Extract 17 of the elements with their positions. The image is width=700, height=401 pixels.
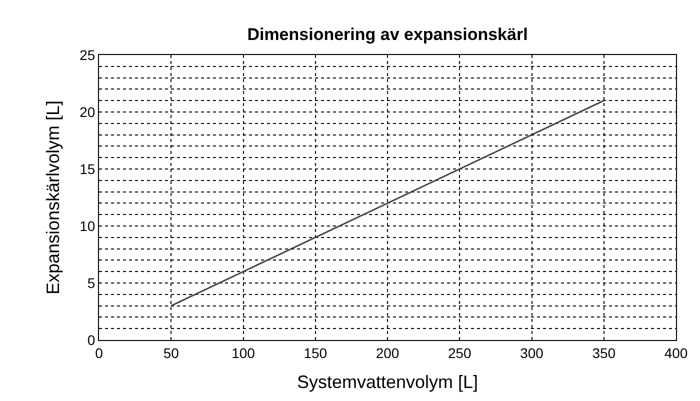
x-tick-label: 100	[232, 344, 256, 361]
x-tick-label: 350	[592, 344, 616, 361]
x-tick-label: 250	[448, 344, 472, 361]
x-axis-title: Systemvattenvolym [L]	[296, 372, 478, 392]
x-tick-label: 150	[304, 344, 328, 361]
y-tick-label: 10	[80, 218, 96, 234]
x-tick-label: 50	[163, 344, 180, 361]
y-tick-label: 0	[87, 332, 96, 348]
x-tick-label: 400	[664, 344, 688, 361]
y-tick-label: 25	[80, 46, 96, 63]
y-axis-title: Expansionskärlvolym [L]	[42, 100, 63, 295]
y-tick-label: 20	[80, 104, 96, 120]
x-tick-label: 300	[520, 344, 544, 361]
y-tick-label: 5	[87, 274, 96, 291]
chart-title: Dimensionering av expansionskärl	[247, 25, 528, 44]
y-tick-label: 15	[80, 160, 96, 177]
x-tick-label: 200	[376, 344, 400, 361]
